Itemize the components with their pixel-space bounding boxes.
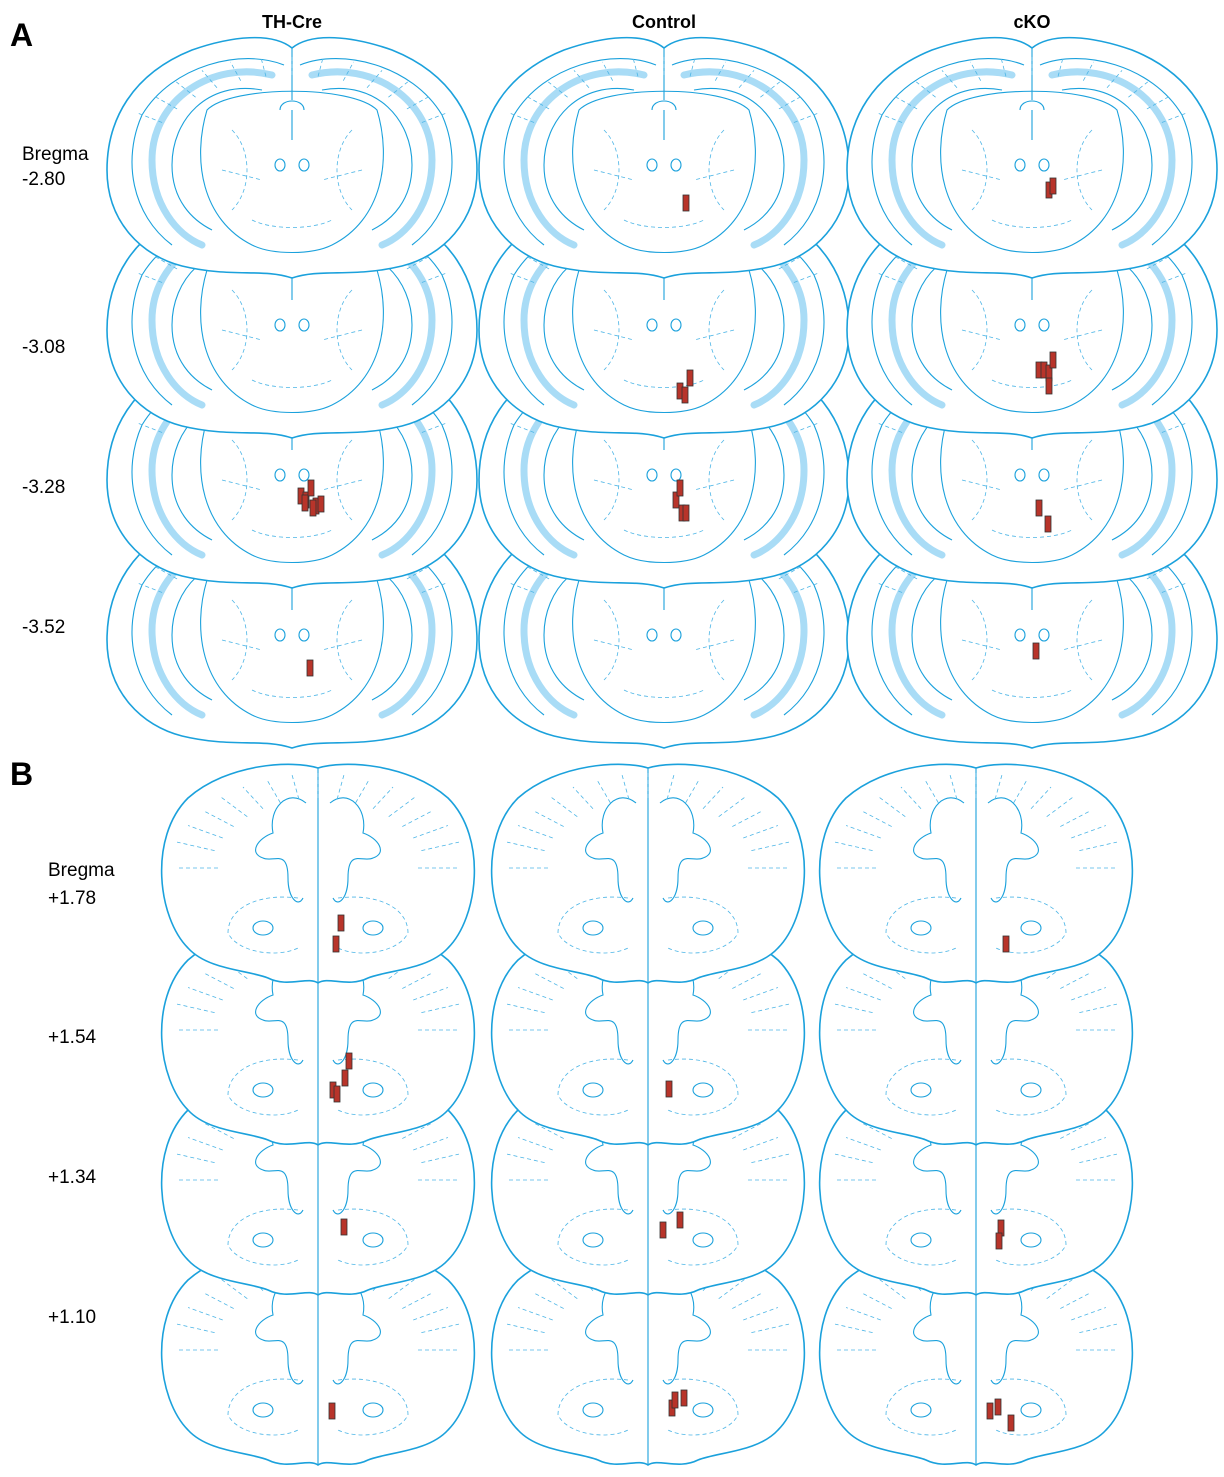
level-label: +1.10 xyxy=(48,1307,96,1328)
brain-sections xyxy=(107,38,1217,1465)
placement-mark xyxy=(334,1086,340,1102)
figure: A TH-Cre Control cKO Bregma -2.80 -3.08 … xyxy=(0,0,1224,1477)
panel-label: A xyxy=(10,17,33,53)
section-b xyxy=(820,764,1133,983)
placement-mark xyxy=(995,1399,1001,1415)
placement-mark xyxy=(682,387,688,403)
placement-mark xyxy=(681,1390,687,1406)
placement-mark xyxy=(308,480,314,496)
placement-mark xyxy=(333,936,339,952)
placement-mark xyxy=(677,480,683,496)
section-b xyxy=(162,764,475,983)
level-label: Bregma xyxy=(22,144,89,165)
placement-mark xyxy=(307,660,313,676)
section-b xyxy=(492,764,805,983)
placement-mark xyxy=(341,1219,347,1235)
placement-mark xyxy=(318,496,324,512)
placement-mark xyxy=(683,195,689,211)
placement-mark xyxy=(346,1053,352,1069)
panel-label: B xyxy=(10,756,33,792)
placement-mark xyxy=(1003,936,1009,952)
section-a xyxy=(107,38,477,278)
level-label: Bregma xyxy=(48,860,115,881)
placement-mark xyxy=(1050,178,1056,194)
column-header: Control xyxy=(632,12,696,32)
placement-mark xyxy=(338,915,344,931)
placement-mark xyxy=(1046,378,1052,394)
placement-mark xyxy=(1045,516,1051,532)
placement-mark xyxy=(302,495,308,511)
placement-mark xyxy=(677,1212,683,1228)
placement-mark xyxy=(1050,352,1056,368)
level-label: -2.80 xyxy=(22,169,65,190)
placement-mark xyxy=(987,1403,993,1419)
placement-mark xyxy=(1036,500,1042,516)
placement-mark xyxy=(1033,643,1039,659)
placement-mark xyxy=(683,505,689,521)
level-label: -3.52 xyxy=(22,617,65,638)
placement-mark xyxy=(672,1392,678,1408)
placement-mark xyxy=(666,1081,672,1097)
column-header: cKO xyxy=(1013,12,1050,32)
section-a xyxy=(479,38,849,278)
placement-mark xyxy=(996,1233,1002,1249)
level-label: -3.28 xyxy=(22,477,65,498)
placement-mark xyxy=(329,1403,335,1419)
placement-mark xyxy=(660,1222,666,1238)
placement-mark xyxy=(342,1070,348,1086)
section-a xyxy=(847,38,1217,278)
placement-mark xyxy=(310,500,316,516)
column-header: TH-Cre xyxy=(262,12,322,32)
placement-mark xyxy=(687,370,693,386)
level-label: +1.54 xyxy=(48,1027,97,1048)
level-label: +1.78 xyxy=(48,888,96,909)
placement-mark xyxy=(1008,1415,1014,1431)
level-label: +1.34 xyxy=(48,1167,97,1188)
level-label: -3.08 xyxy=(22,337,65,358)
